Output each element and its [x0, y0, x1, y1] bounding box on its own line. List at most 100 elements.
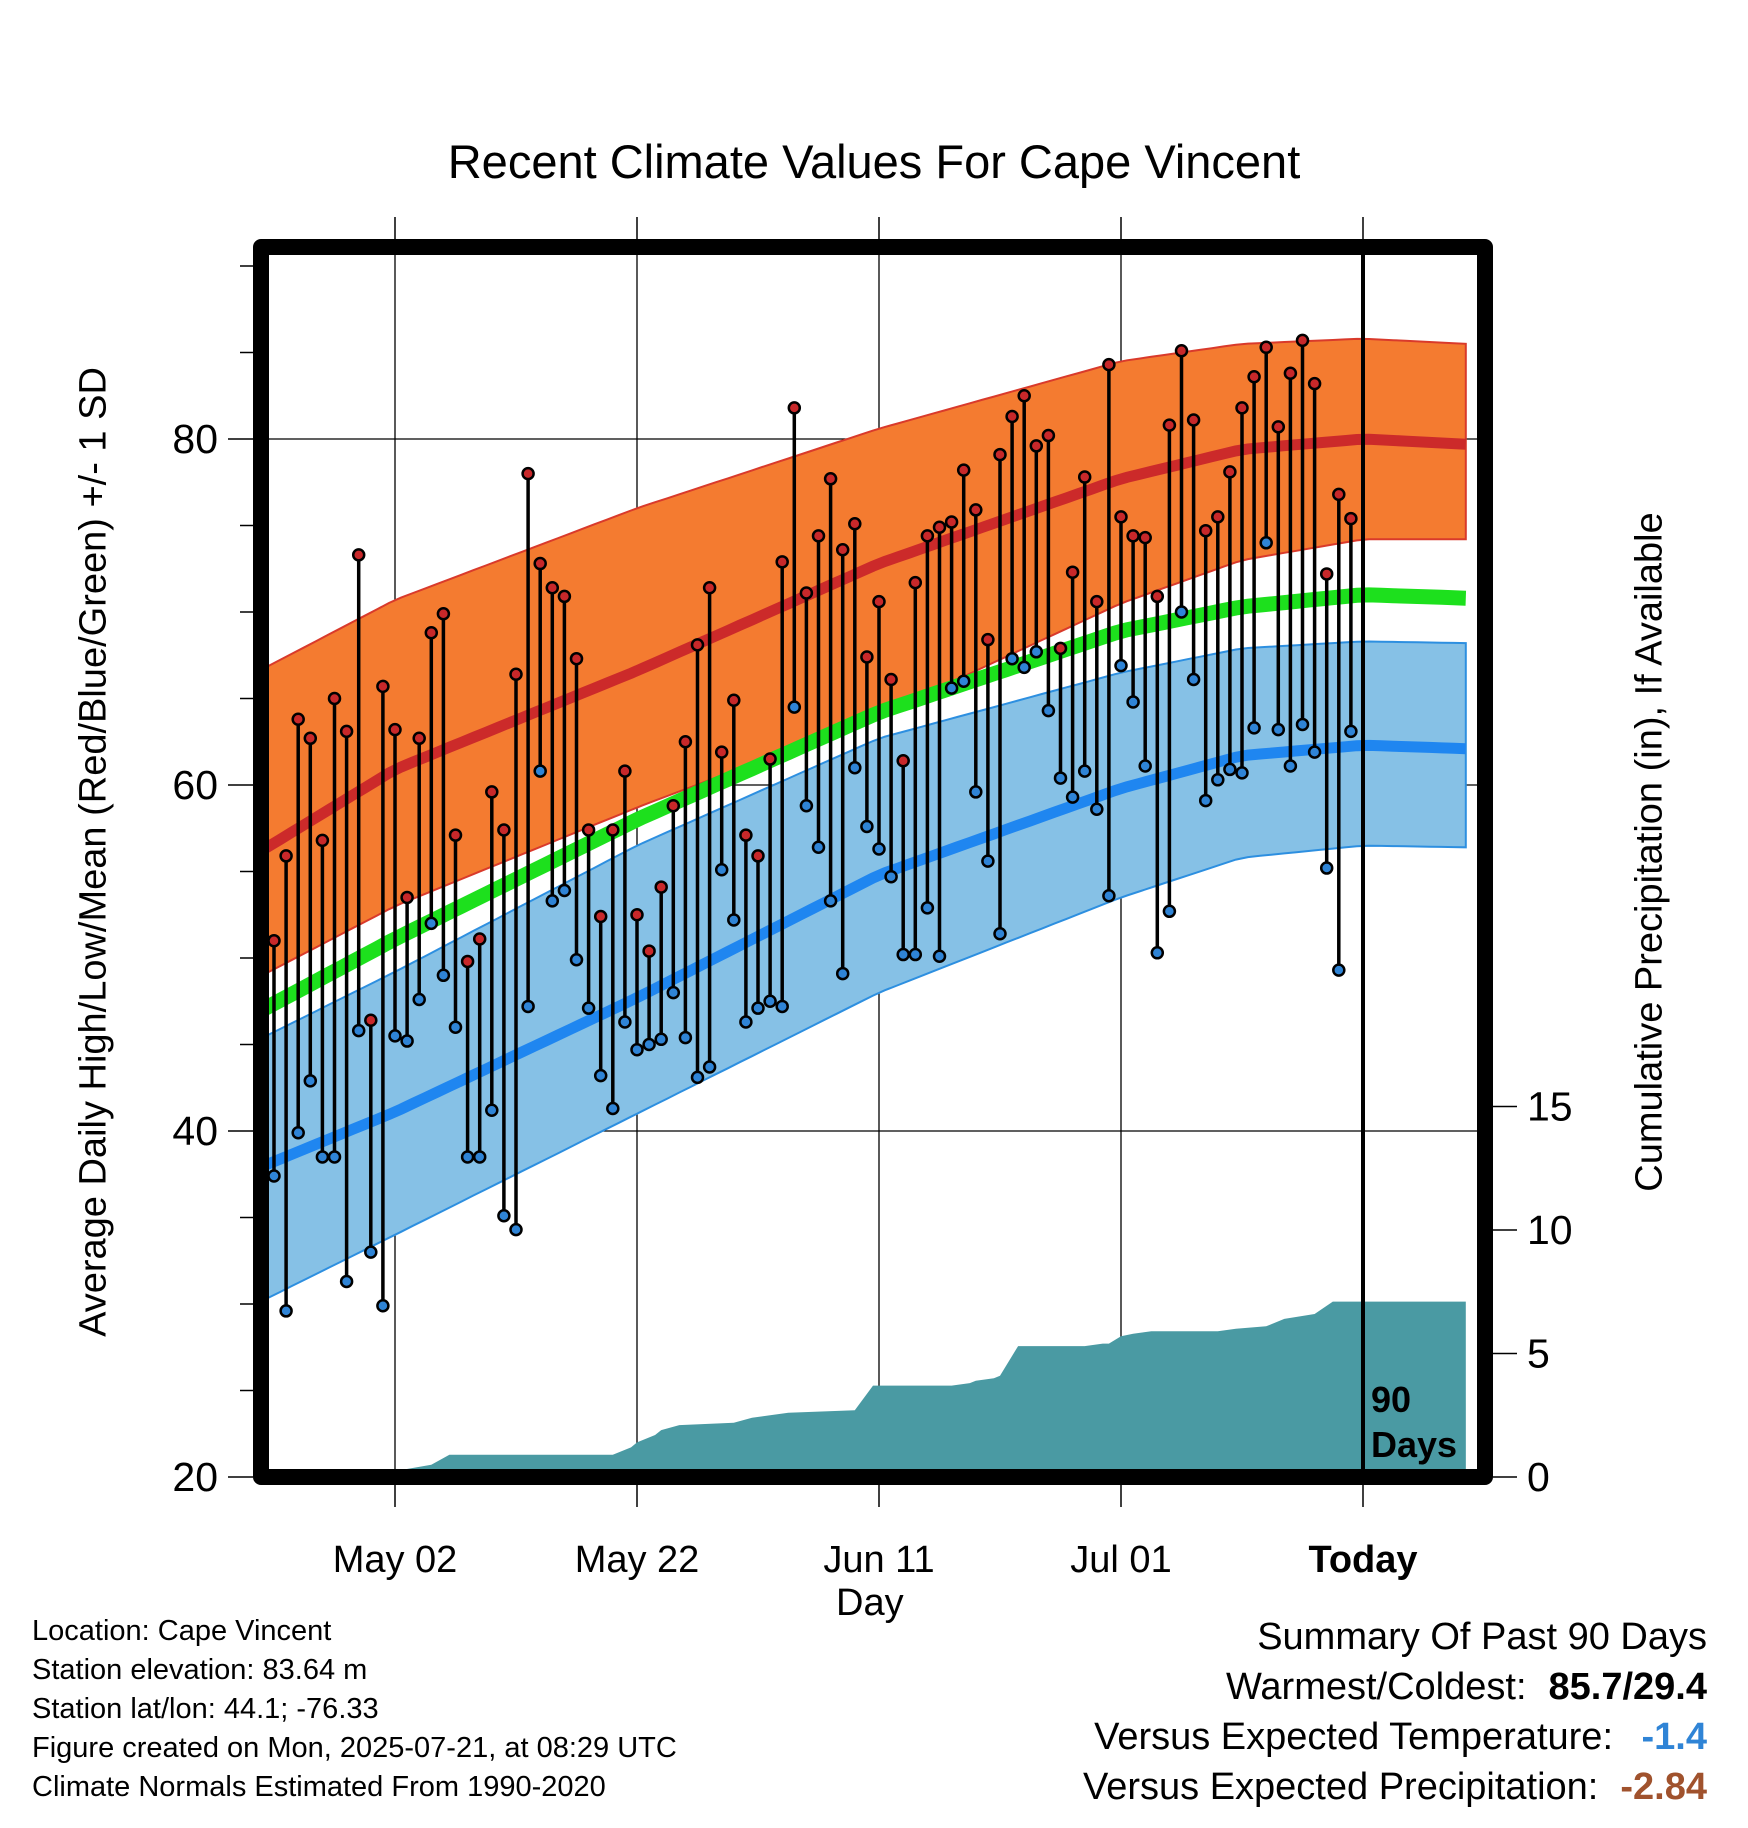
low-temp-point [763, 994, 777, 1008]
high-temp-point [1162, 418, 1177, 432]
high-temp-point [799, 586, 814, 600]
low-temp-point [1150, 946, 1165, 960]
high-temp-point [376, 679, 390, 694]
low-temp-point [291, 1125, 305, 1140]
high-temp-point [1247, 369, 1261, 384]
low-temp-point [581, 1001, 596, 1015]
high-temp-point [702, 581, 717, 595]
high-temp-point [472, 932, 487, 946]
location-text: Location: Cape Vincent [32, 1615, 332, 1647]
low-temp-point [654, 1032, 668, 1047]
low-temp-point [376, 1298, 390, 1313]
low-temp-point [351, 1023, 366, 1038]
low-temp-point [848, 760, 862, 775]
low-temp-point [327, 1150, 342, 1164]
low-temp-point [279, 1304, 293, 1318]
low-temp-point [569, 952, 584, 967]
low-temp-point [1077, 764, 1092, 778]
low-temp-point [835, 966, 850, 981]
low-normal-line [261, 739, 1466, 1173]
high-temp-point [1283, 366, 1298, 381]
low-temp-point [751, 1001, 765, 1015]
low-temp-point [1211, 773, 1225, 787]
temperature-departure-label: Versus Expected Temperature: [1094, 1716, 1613, 1758]
high-temp-point [969, 503, 983, 517]
high-temp-point [364, 1013, 378, 1028]
secondary-y-axis-label: Cumulative Precipitation (in), If Availa… [1628, 512, 1671, 1192]
high-temp-point [1235, 401, 1249, 415]
plot-area [261, 247, 1485, 1477]
high-temp-point [884, 672, 898, 687]
high-temp-point [400, 890, 414, 905]
high-temp-point [714, 745, 729, 759]
low-temp-point [896, 947, 910, 962]
low-temp-point [1029, 645, 1044, 659]
y-tick-label: 60 [172, 762, 218, 808]
high-temp-point [848, 517, 862, 531]
high-temp-point [1090, 594, 1104, 609]
low-temp-point [1005, 651, 1019, 666]
high-temp-point [291, 712, 305, 727]
low-temp-point [1223, 762, 1237, 777]
y2-tick-label: 15 [1527, 1084, 1573, 1130]
high-temp-point [896, 754, 910, 768]
high-temp-point [751, 849, 765, 863]
low-temp-point [606, 1101, 620, 1116]
high-temp-point [436, 606, 451, 621]
low-temp-point [702, 1060, 717, 1074]
high-temp-point [1150, 589, 1165, 604]
high-temp-point [823, 472, 838, 486]
high-temp-point [521, 466, 535, 481]
high-temp-point [327, 691, 342, 706]
low-temp-point [690, 1070, 705, 1085]
low-temp-point [1090, 802, 1104, 816]
high-temp-point [642, 944, 656, 958]
high-temp-point [1211, 510, 1225, 524]
warmest-coldest-row: Warmest/Coldest: 85.7/29.4 [1083, 1662, 1707, 1712]
low-temp-point [1186, 672, 1201, 687]
high-temp-point [557, 589, 572, 604]
high-temp-point [690, 638, 705, 652]
low-temp-point [727, 913, 741, 927]
low-temp-point [472, 1150, 487, 1164]
low-temp-point [267, 1169, 281, 1183]
high-temp-point [485, 785, 499, 799]
latlon-text: Station lat/lon: 44.1; -76.33 [32, 1693, 379, 1725]
high-temp-point [388, 722, 402, 737]
station-metadata: Location: Cape Vincent Station elevation… [32, 1612, 677, 1807]
high-temp-point [412, 731, 426, 746]
y2-tick-label: 0 [1527, 1454, 1550, 1500]
precipitation-area [261, 1301, 1466, 1477]
high-temp-point [1029, 439, 1044, 453]
low-temp-point [714, 863, 729, 877]
low-temp-point [1017, 660, 1031, 675]
high-temp-point [1102, 357, 1116, 372]
low-temp-point [1065, 790, 1080, 804]
low-temp-point [678, 1030, 693, 1045]
high-temp-point [533, 556, 547, 571]
high-temp-point [775, 555, 789, 569]
low-temp-point [436, 968, 451, 983]
warmest-coldest-label: Warmest/Coldest: [1225, 1666, 1527, 1708]
low-temp-point [448, 1020, 463, 1034]
low-temp-point [1247, 721, 1261, 735]
y-tick-label: 40 [172, 1108, 218, 1154]
high-temp-point [315, 833, 330, 848]
low-temp-point [388, 1029, 402, 1043]
precipitation-departure-value: -2.84 [1620, 1766, 1707, 1808]
y-axis-label: Average Daily High/Low/Mean (Red/Blue/Gr… [72, 367, 115, 1337]
low-temp-point [303, 1074, 318, 1088]
low-temp-point [872, 842, 886, 856]
low-temp-point [1198, 793, 1213, 808]
low-temp-point [630, 1042, 644, 1057]
low-temp-point [364, 1245, 378, 1259]
high-temp-point [727, 693, 741, 707]
low-temp-point [1319, 861, 1334, 875]
low-temp-point [533, 764, 547, 778]
low-temp-point [618, 1015, 632, 1029]
low-temp-point [593, 1068, 608, 1083]
low-temp-point [497, 1209, 511, 1223]
high-normal-line [261, 433, 1467, 858]
temperature-departure-row: Versus Expected Temperature: -1.4 [1083, 1712, 1707, 1762]
